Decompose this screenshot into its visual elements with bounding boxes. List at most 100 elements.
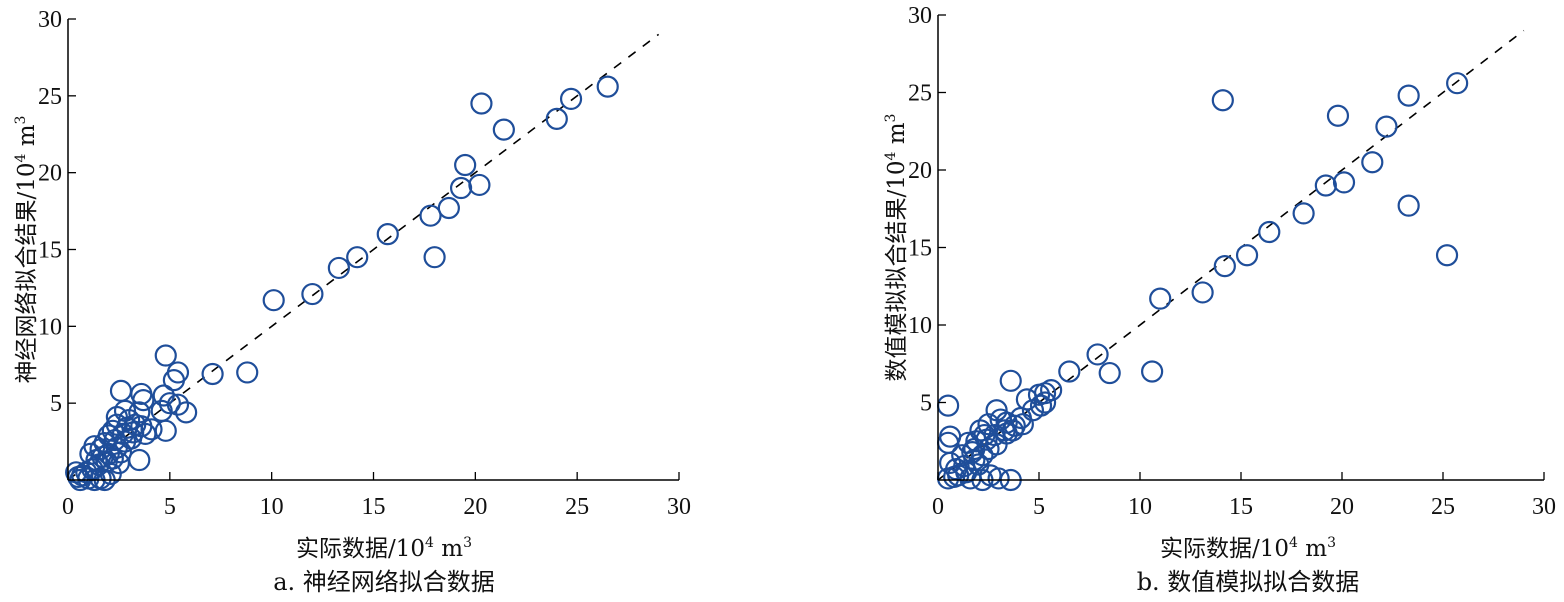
data-point <box>1149 287 1172 310</box>
x-axis-label: 实际数据/104 m3 <box>296 535 472 562</box>
x-tick-label: 15 <box>362 494 386 520</box>
data-point <box>449 176 473 200</box>
x-axis-label-sup1: 4 <box>425 535 434 551</box>
x-axis-label-sup2: 3 <box>1327 535 1336 551</box>
data-point <box>140 418 163 441</box>
x-axis-label-text: 实际数据/10 <box>296 536 425 562</box>
data-point <box>162 369 186 392</box>
data-point <box>423 246 446 269</box>
data-point <box>132 388 155 412</box>
y-tick-label: 30 <box>908 3 932 29</box>
data-point <box>492 118 515 141</box>
data-point <box>1033 391 1057 414</box>
data-point <box>943 465 966 488</box>
x-axis-label-sup1: 4 <box>1289 535 1298 551</box>
x-axis-label-text: 实际数据/10 <box>1160 536 1289 562</box>
data-point <box>128 448 151 472</box>
data-point <box>1292 202 1315 225</box>
y-axis-label: 神经网络拟合结果/104 m3 <box>13 116 40 384</box>
data-point <box>955 461 978 484</box>
data-point <box>154 419 177 442</box>
data-point <box>376 223 399 246</box>
x-axis-label: 实际数据/104 m3 <box>1160 535 1336 562</box>
data-point <box>965 430 988 453</box>
x-tick-label: 30 <box>667 494 691 520</box>
x-tick-label: 5 <box>164 494 176 520</box>
y-tick-label: 15 <box>908 236 932 262</box>
data-point <box>150 399 173 422</box>
panel-caption: b. 数值模拟拟合数据 <box>1137 568 1360 596</box>
y-axis-label-sup1: 4 <box>13 153 29 162</box>
data-point <box>419 204 442 227</box>
data-point <box>1001 419 1024 442</box>
data-point <box>301 282 324 306</box>
data-point <box>1141 360 1164 383</box>
data-point <box>979 464 1002 487</box>
x-tick-label: 10 <box>260 494 284 520</box>
data-point <box>154 344 177 367</box>
y-tick-label: 5 <box>50 391 62 417</box>
data-point <box>1058 360 1081 383</box>
data-point <box>124 413 147 436</box>
data-point <box>1211 89 1234 112</box>
data-point <box>1213 255 1236 278</box>
data-point <box>1191 281 1214 304</box>
x-tick-label: 20 <box>463 494 487 520</box>
y-axis-label-sup1: 4 <box>883 151 899 160</box>
data-point <box>1361 151 1384 174</box>
data-point <box>346 246 369 269</box>
x-axis-label-sup2: 3 <box>463 535 472 551</box>
x-tick-label: 25 <box>1431 494 1455 520</box>
y-tick-label: 10 <box>38 314 62 340</box>
data-point <box>1098 361 1121 385</box>
data-point <box>262 289 285 312</box>
y-tick-label: 30 <box>38 7 62 33</box>
data-point <box>1332 171 1356 194</box>
y-tick-label: 20 <box>38 161 62 187</box>
x-tick-label: 10 <box>1128 494 1152 520</box>
data-point <box>470 92 493 115</box>
x-axis-label-mid: m <box>1298 536 1327 562</box>
data-point <box>1446 72 1469 95</box>
y-tick-label: 25 <box>908 81 932 107</box>
x-tick-label: 0 <box>932 494 944 520</box>
y-axis-label: 数值模拟拟合结果/104 m3 <box>883 114 910 382</box>
data-points <box>65 75 619 492</box>
y-tick-label: 5 <box>920 391 932 417</box>
data-point <box>1314 174 1337 197</box>
reference-line <box>67 33 660 481</box>
x-tick-label: 20 <box>1330 494 1354 520</box>
data-point <box>1326 104 1350 127</box>
data-point <box>1435 244 1459 267</box>
panel-caption: a. 神经网络拟合数据 <box>273 568 495 596</box>
data-point <box>454 153 477 177</box>
x-tick-label: 25 <box>565 494 589 520</box>
data-point <box>468 173 491 197</box>
y-tick-label: 20 <box>908 158 932 184</box>
y-axis-label-mid: m <box>14 124 40 153</box>
y-tick-label: 15 <box>38 238 62 264</box>
x-tick-label: 30 <box>1532 494 1556 520</box>
data-point <box>109 379 133 402</box>
data-point <box>1375 115 1398 138</box>
data-point <box>437 196 460 220</box>
x-tick-label: 0 <box>62 494 74 520</box>
data-point <box>1397 194 1420 217</box>
data-point <box>236 361 259 384</box>
data-point <box>961 441 984 464</box>
x-axis-label-mid: m <box>434 536 463 562</box>
y-axis-label-sup2: 3 <box>883 114 899 123</box>
y-tick-label: 25 <box>38 84 62 110</box>
y-axis-label-sup2: 3 <box>13 116 29 125</box>
data-point <box>545 107 568 130</box>
data-point <box>91 445 114 469</box>
data-point <box>945 458 968 481</box>
x-tick-label: 5 <box>1033 494 1045 520</box>
data-point <box>559 87 583 111</box>
y-tick-label: 10 <box>908 313 932 339</box>
data-point <box>596 75 619 98</box>
data-point <box>936 394 960 417</box>
